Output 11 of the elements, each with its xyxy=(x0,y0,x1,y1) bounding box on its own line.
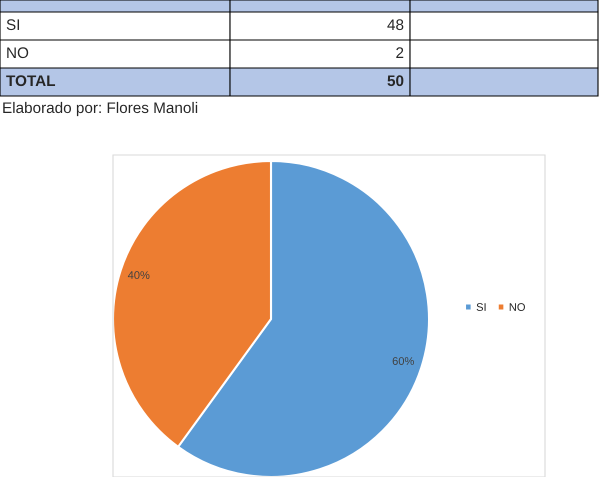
data-label: 2 xyxy=(396,47,404,58)
category-label: TOTAL xyxy=(6,75,56,86)
data-label: 60% xyxy=(392,357,414,365)
data-label: 40% xyxy=(128,271,150,280)
category-label: NO xyxy=(7,47,28,58)
text: Elaborado por: Flores Manoli xyxy=(3,102,198,116)
data-label: 48 xyxy=(387,19,404,30)
category-label: SI xyxy=(6,19,20,30)
legend-label: NO xyxy=(510,303,525,311)
data-label: 50 xyxy=(387,75,404,86)
legend-label: SI xyxy=(476,303,486,311)
